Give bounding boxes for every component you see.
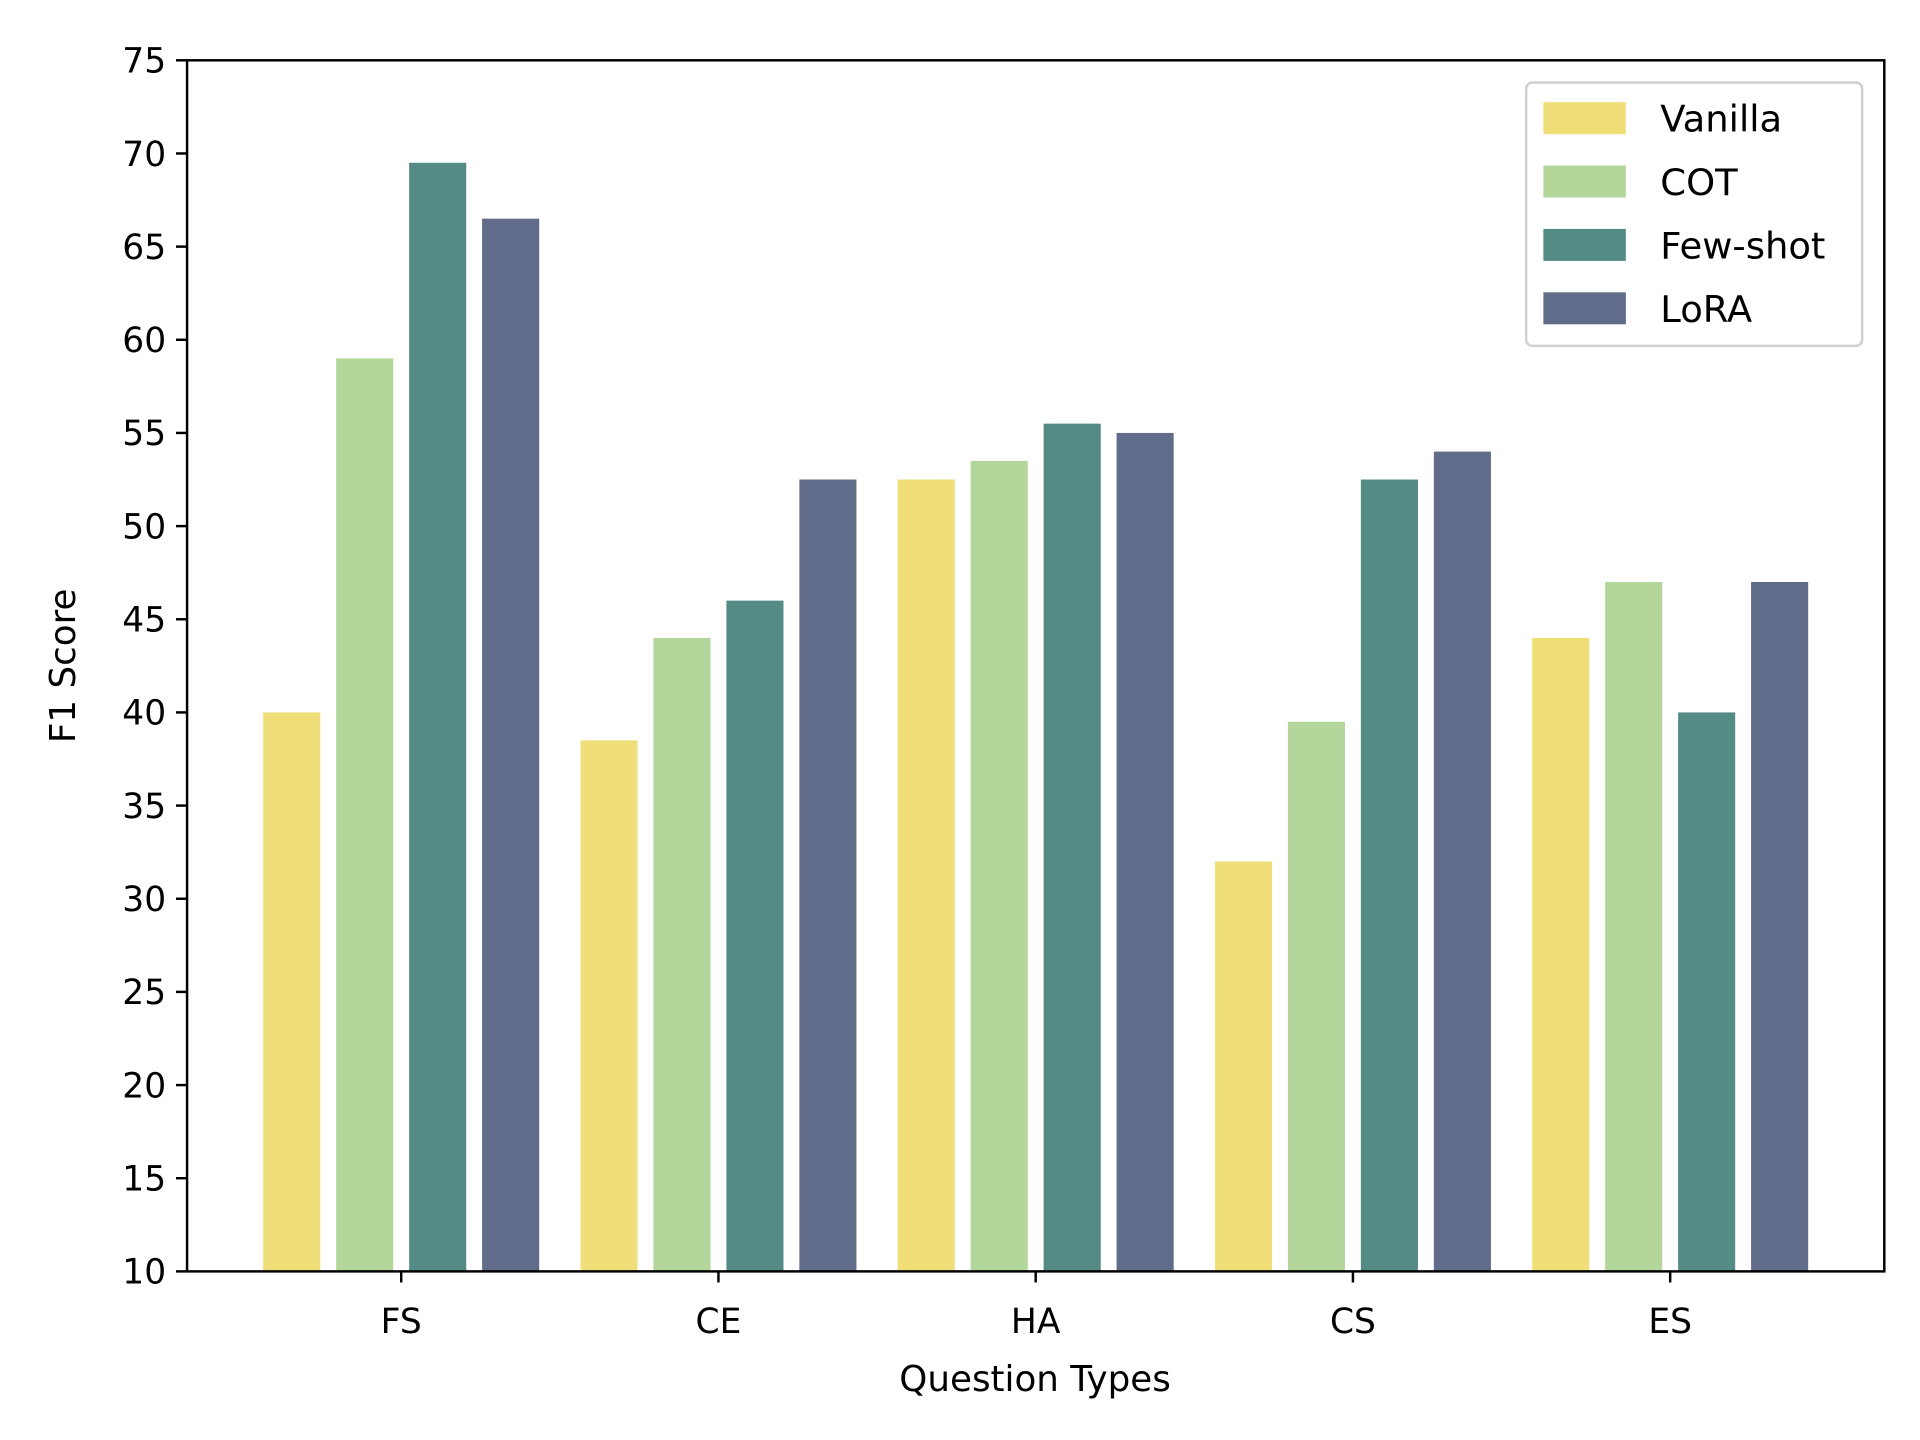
legend-frame [1524, 81, 1864, 348]
y-tick-label: 10 [122, 1253, 166, 1293]
x-tick-label: CS [1330, 1302, 1376, 1342]
bar-cot-es [1605, 582, 1663, 1272]
y-tick-label: 50 [122, 507, 166, 547]
bar-vanilla-cs [1214, 861, 1273, 1272]
y-axis: 10 15 20 25 30 35 40 45 50 55 60 65 70 75 [122, 42, 188, 1293]
bars [263, 162, 1809, 1272]
x-tick-label: CE [696, 1302, 742, 1342]
bar-cot-fs [336, 358, 394, 1272]
legend-label: Few-shot [1660, 224, 1825, 267]
y-tick-label: 70 [122, 135, 166, 175]
y-tick-label: 65 [122, 228, 166, 268]
bar-cot-cs [1287, 721, 1346, 1272]
x-tick-label: FS [381, 1302, 422, 1342]
x-tick-label: HA [1011, 1302, 1061, 1342]
bar-few-shot-cs [1360, 479, 1418, 1272]
y-tick-label: 60 [122, 321, 166, 361]
bar-vanilla-es [1532, 637, 1590, 1272]
x-axis-label: Question Types [899, 1359, 1171, 1400]
y-tick-label: 45 [122, 601, 166, 641]
legend-label: LoRA [1660, 288, 1752, 331]
legend-swatch [1543, 165, 1626, 198]
y-tick-label: 75 [122, 42, 166, 82]
bar-few-shot-ce [726, 600, 784, 1272]
bar-vanilla-ha [897, 479, 955, 1272]
y-tick-label: 25 [122, 973, 166, 1013]
bar-vanilla-ce [580, 740, 638, 1272]
legend-label: Vanilla [1660, 98, 1782, 141]
bar-few-shot-fs [409, 162, 467, 1272]
bar-lora-fs [482, 218, 540, 1272]
bar-cot-ce [653, 637, 711, 1272]
y-tick-label: 55 [122, 414, 166, 454]
y-tick-label: 30 [122, 880, 166, 920]
bar-lora-ha [1116, 432, 1174, 1272]
bar-few-shot-ha [1043, 423, 1101, 1272]
y-tick-label: 35 [122, 787, 166, 827]
legend-swatch [1543, 292, 1626, 325]
y-tick-label: 20 [122, 1066, 166, 1106]
bar-lora-cs [1433, 451, 1491, 1272]
bar-cot-ha [970, 460, 1028, 1272]
y-tick-label: 15 [122, 1160, 166, 1200]
legend-label: COT [1660, 161, 1738, 204]
legend-swatch [1543, 102, 1626, 135]
bar-few-shot-es [1678, 712, 1736, 1272]
y-axis-label: F1 Score [43, 589, 84, 744]
x-tick-label: ES [1648, 1302, 1692, 1342]
legend-swatch [1543, 228, 1626, 261]
bar-lora-ce [799, 479, 857, 1272]
bar-vanilla-fs [263, 712, 321, 1272]
x-axis: FS CE HA CS ES [381, 1271, 1692, 1342]
bar-lora-es [1751, 582, 1809, 1272]
y-tick-label: 40 [122, 694, 166, 734]
legend: Vanilla COT Few-shot LoRA [1524, 81, 1864, 348]
